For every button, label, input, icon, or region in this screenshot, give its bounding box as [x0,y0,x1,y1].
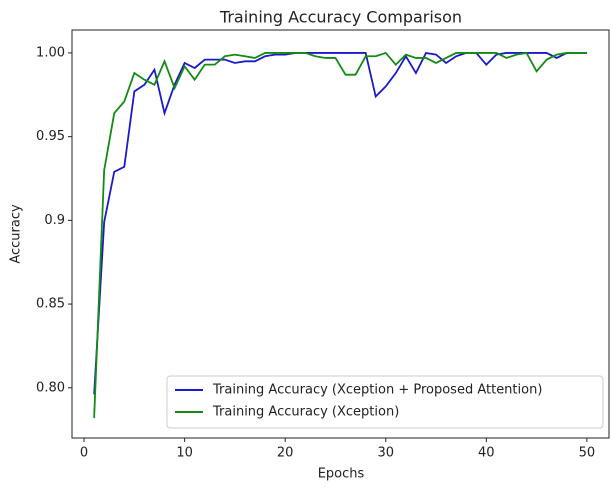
x-tick-label: 20 [277,446,294,461]
x-tick-label: 40 [478,446,495,461]
x-tick-label: 10 [176,446,193,461]
y-tick-label: 0.85 [36,297,65,312]
x-tick-label: 30 [377,446,394,461]
legend-label: Training Accuracy (Xception + Proposed A… [212,383,542,398]
data-line [93,51,587,418]
y-axis-label: Accuracy [9,204,24,264]
y-tick-label: 0.9 [44,213,65,228]
y-tick-label: 0.95 [36,129,65,144]
plot-frame [71,29,610,439]
x-tick-label: 50 [579,446,596,461]
x-tick-label: 0 [80,446,88,461]
chart-title: Training Accuracy Comparison [219,8,462,27]
x-axis-label: Epochs [318,467,365,482]
legend-label: Training Accuracy (Xception) [212,405,399,420]
y-tick-label: 1.00 [36,45,65,60]
legend-box [166,375,604,429]
data-line [93,51,587,395]
y-tick-label: 0.80 [36,380,65,395]
